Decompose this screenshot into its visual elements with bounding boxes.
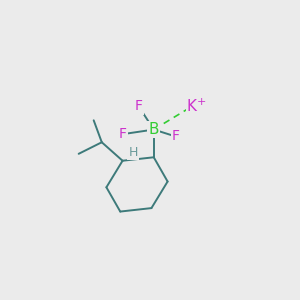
Text: F: F: [118, 127, 127, 141]
Text: K: K: [187, 99, 197, 114]
Text: +: +: [196, 97, 206, 107]
Text: H: H: [128, 146, 138, 159]
Text: B: B: [148, 122, 159, 137]
Text: F: F: [135, 100, 143, 113]
Text: F: F: [172, 130, 180, 143]
